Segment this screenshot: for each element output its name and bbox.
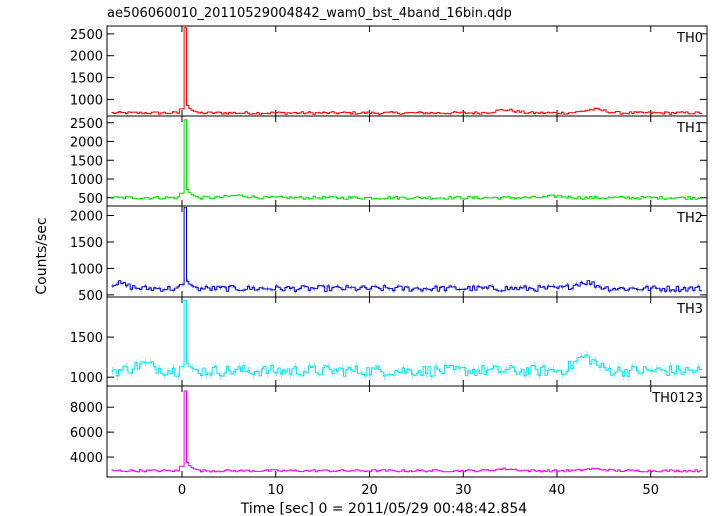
y-tick-label: 1000 bbox=[70, 93, 103, 108]
panel-th3: 1000 1500 TH3 bbox=[70, 296, 708, 387]
y-tick-label: 1500 bbox=[70, 236, 103, 251]
panels-group: 1000 1500 2000 2500 TH0 500 1000 1500 2000 2500 TH… bbox=[70, 25, 708, 478]
y-tick-label: 4000 bbox=[70, 451, 103, 466]
panel-frame bbox=[106, 205, 708, 298]
panel-label: TH0123 bbox=[651, 391, 703, 406]
panel-th1: 500 1000 1500 2000 2500 TH1 bbox=[70, 115, 708, 207]
chart-title: ae506060010_20110529004842_wam0_bst_4ban… bbox=[107, 6, 512, 21]
y-axis-label: Counts/sec bbox=[34, 217, 50, 294]
panel-th0: 1000 1500 2000 2500 TH0 bbox=[70, 25, 708, 117]
y-tick-label: 1500 bbox=[70, 331, 103, 346]
x-tick-label: 30 bbox=[455, 483, 472, 498]
y-tick-label: 1000 bbox=[70, 371, 103, 386]
y-tick-label: 8000 bbox=[70, 401, 103, 416]
x-tick-label: 0 bbox=[178, 483, 186, 498]
error-bars-th0123 bbox=[112, 461, 699, 473]
y-tick-label: 1500 bbox=[70, 72, 103, 87]
series-line-th1 bbox=[111, 119, 703, 200]
panel-label: TH1 bbox=[676, 121, 703, 136]
series-line-th0123 bbox=[111, 390, 703, 473]
series-line-th3 bbox=[111, 299, 703, 377]
y-tick-label: 2000 bbox=[70, 50, 103, 65]
error-bars-th0 bbox=[112, 104, 699, 116]
y-tick-label: 2500 bbox=[70, 117, 103, 132]
x-tick-label: 50 bbox=[642, 483, 659, 498]
panel-label: TH2 bbox=[676, 211, 703, 226]
error-bars-th2 bbox=[112, 279, 699, 294]
y-tick-label: 1000 bbox=[70, 262, 103, 277]
panel-th0123: 4000 6000 8000 TH0123 bbox=[70, 385, 708, 478]
y-tick-label: 6000 bbox=[70, 426, 103, 441]
error-bars-th1 bbox=[112, 188, 699, 201]
y-tick-label: 500 bbox=[78, 289, 103, 304]
error-bars-th3 bbox=[112, 350, 699, 381]
series-line-th0 bbox=[111, 27, 703, 115]
x-axis: 0 10 20 30 40 50 bbox=[178, 483, 659, 498]
panel-label: TH0 bbox=[676, 31, 703, 46]
y-tick-label: 2500 bbox=[70, 28, 103, 43]
x-tick-label: 10 bbox=[267, 483, 284, 498]
series-line-th2 bbox=[111, 207, 703, 292]
panel-frame bbox=[106, 115, 708, 207]
panel-label: TH3 bbox=[676, 302, 703, 317]
y-tick-label: 500 bbox=[78, 192, 103, 207]
y-tick-label: 2000 bbox=[70, 210, 103, 225]
panel-frame bbox=[106, 385, 708, 478]
y-tick-label: 1500 bbox=[70, 154, 103, 169]
panel-th2: 500 1000 1500 2000 TH2 bbox=[70, 205, 708, 304]
x-tick-label: 40 bbox=[549, 483, 566, 498]
x-tick-label: 20 bbox=[361, 483, 378, 498]
y-tick-label: 2000 bbox=[70, 136, 103, 151]
x-axis-label: Time [sec] 0 = 2011/05/29 00:48:42.854 bbox=[240, 501, 528, 516]
panel-frame bbox=[106, 25, 708, 117]
y-tick-label: 1000 bbox=[70, 173, 103, 188]
